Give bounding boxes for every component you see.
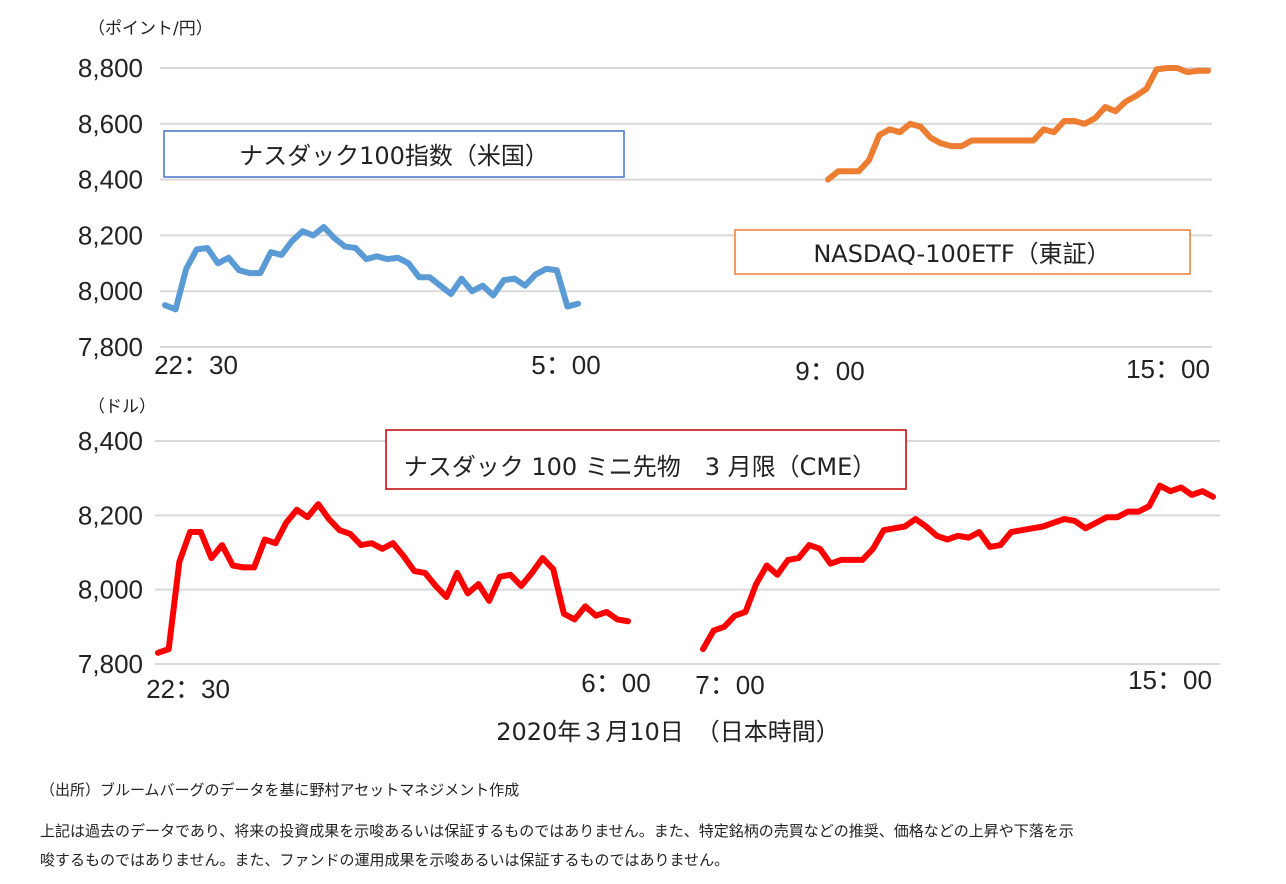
legend-nasdaq100-mini-futures: ナスダック 100 ミニ先物 3 月限（CME） <box>404 453 877 481</box>
legend-nasdaq100-index: ナスダック100指数（米国） <box>239 142 549 170</box>
top-unit-label: （ポイント/円） <box>88 19 213 39</box>
disclaimer-line-1: 上記は過去のデータであり、将来の投資成果を示唆あるいは保証するものではありません… <box>40 822 1074 840</box>
y-tick: 8,400 <box>78 165 143 195</box>
nasdaq100-index-line <box>162 224 581 313</box>
x-tick: 22：30 <box>146 674 230 704</box>
legend-nasdaq100-etf: NASDAQ-100ETF（東証） <box>813 240 1110 268</box>
x-tick: 6：00 <box>581 668 650 698</box>
y-tick: 8,000 <box>78 276 143 306</box>
x-tick: 15：00 <box>1126 354 1210 384</box>
x-tick: 15：00 <box>1128 665 1212 695</box>
y-tick: 8,200 <box>78 220 143 250</box>
x-tick: 9：00 <box>795 356 864 386</box>
y-tick: 7,800 <box>78 649 143 679</box>
mini-futures-overnight-line <box>155 501 631 656</box>
y-tick: 8,600 <box>78 109 143 139</box>
disclaimer-line-2: 唆するものではありません。また、ファンドの運用成果を示唆あるいは保証するものでは… <box>40 851 730 869</box>
x-tick: 7：00 <box>695 670 764 700</box>
y-tick: 8,400 <box>78 426 143 456</box>
mini-futures-day-line <box>700 482 1216 653</box>
x-tick: 5：00 <box>531 350 600 380</box>
y-tick: 8,200 <box>78 500 143 530</box>
nasdaq100-etf-line <box>825 65 1211 183</box>
y-tick: 8,800 <box>78 53 143 83</box>
source-note: （出所）ブルームバーグのデータを基に野村アセットマネジメント作成 <box>40 781 520 799</box>
y-tick: 7,800 <box>78 332 143 362</box>
bottom-unit-label: （ドル） <box>88 397 156 417</box>
x-tick: 22：30 <box>154 350 238 380</box>
y-tick: 8,000 <box>78 575 143 605</box>
x-axis-label: 2020年３月10日 （日本時間） <box>496 718 840 746</box>
